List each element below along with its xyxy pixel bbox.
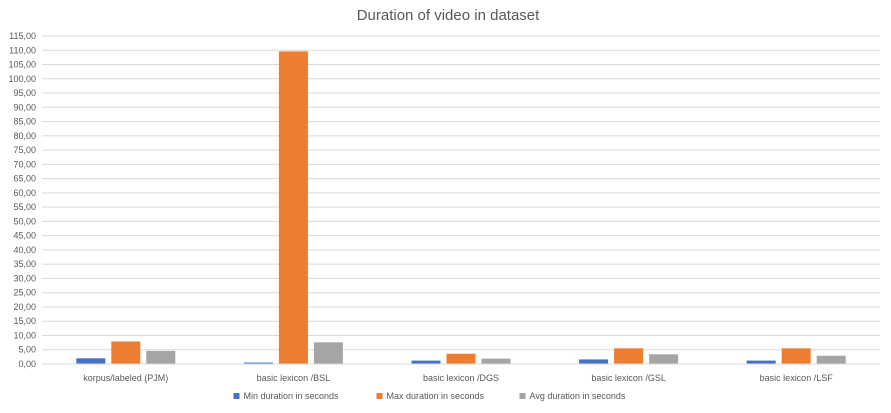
y-tick-label: 100,00 (8, 74, 36, 84)
y-tick-label: 35,00 (13, 259, 36, 269)
y-tick-label: 5,00 (18, 345, 36, 355)
y-tick-label: 75,00 (13, 145, 36, 155)
bar-min-2 (411, 360, 441, 364)
y-tick-label: 105,00 (8, 60, 36, 70)
x-category-label: basic lexicon /DGS (423, 373, 499, 383)
legend-label: Avg duration in seconds (530, 391, 626, 401)
legend: Min duration in seconds Max duration in s… (233, 391, 626, 401)
y-tick-label: 50,00 (13, 216, 36, 226)
y-tick-label: 10,00 (13, 330, 36, 340)
y-tick-label: 15,00 (13, 316, 36, 326)
bar-avg-3 (649, 354, 679, 364)
y-tick-label: 70,00 (13, 159, 36, 169)
bar-avg-4 (816, 355, 846, 364)
x-category-label: basic lexicon /GSL (591, 373, 666, 383)
bar-max-1 (278, 51, 308, 365)
y-tick-label: 65,00 (13, 174, 36, 184)
bar-max-3 (614, 348, 644, 364)
bar-min-0 (76, 358, 106, 364)
y-axis-tick-labels: 0,00 5,00 10,00 15,00 20,00 25,00 30,00 35,00 40… (8, 31, 36, 369)
y-tick-label: 110,00 (9, 45, 36, 55)
bars (76, 51, 846, 365)
bar-min-1 (243, 362, 273, 364)
y-tick-label: 115,00 (9, 31, 36, 41)
bar-avg-2 (481, 358, 511, 364)
y-tick-label: 20,00 (13, 302, 36, 312)
y-tick-label: 80,00 (13, 131, 36, 141)
y-tick-label: 30,00 (13, 273, 36, 283)
y-tick-label: 60,00 (13, 188, 36, 198)
x-category-label: basic lexicon /LSF (760, 373, 834, 383)
y-tick-label: 45,00 (13, 231, 36, 241)
legend-swatch (376, 393, 383, 399)
legend-label: Min duration in seconds (244, 391, 340, 401)
y-tick-label: 25,00 (13, 288, 36, 298)
gridlines (42, 35, 880, 351)
y-tick-label: 90,00 (13, 102, 36, 112)
y-tick-label: 55,00 (13, 202, 36, 212)
legend-label: Max duration in seconds (387, 391, 485, 401)
x-axis-category-labels: korpus/labeled (PJM) basic lexicon /BSL ba… (83, 373, 833, 383)
y-tick-label: 40,00 (13, 245, 36, 255)
y-tick-label: 95,00 (13, 88, 36, 98)
bar-min-4 (746, 360, 776, 364)
bar-min-3 (579, 359, 609, 364)
bar-avg-0 (146, 350, 176, 364)
x-category-label: korpus/labeled (PJM) (83, 373, 168, 383)
bar-max-4 (781, 348, 811, 364)
legend-swatch (519, 393, 526, 399)
bar-max-2 (446, 353, 476, 364)
legend-swatch (233, 393, 240, 399)
bar-max-0 (111, 341, 141, 364)
chart-title: Duration of video in dataset (357, 7, 540, 24)
x-category-label: basic lexicon /BSL (257, 373, 331, 383)
y-tick-label: 0,00 (18, 359, 36, 369)
bar-avg-1 (313, 342, 343, 364)
y-tick-label: 85,00 (13, 117, 36, 127)
